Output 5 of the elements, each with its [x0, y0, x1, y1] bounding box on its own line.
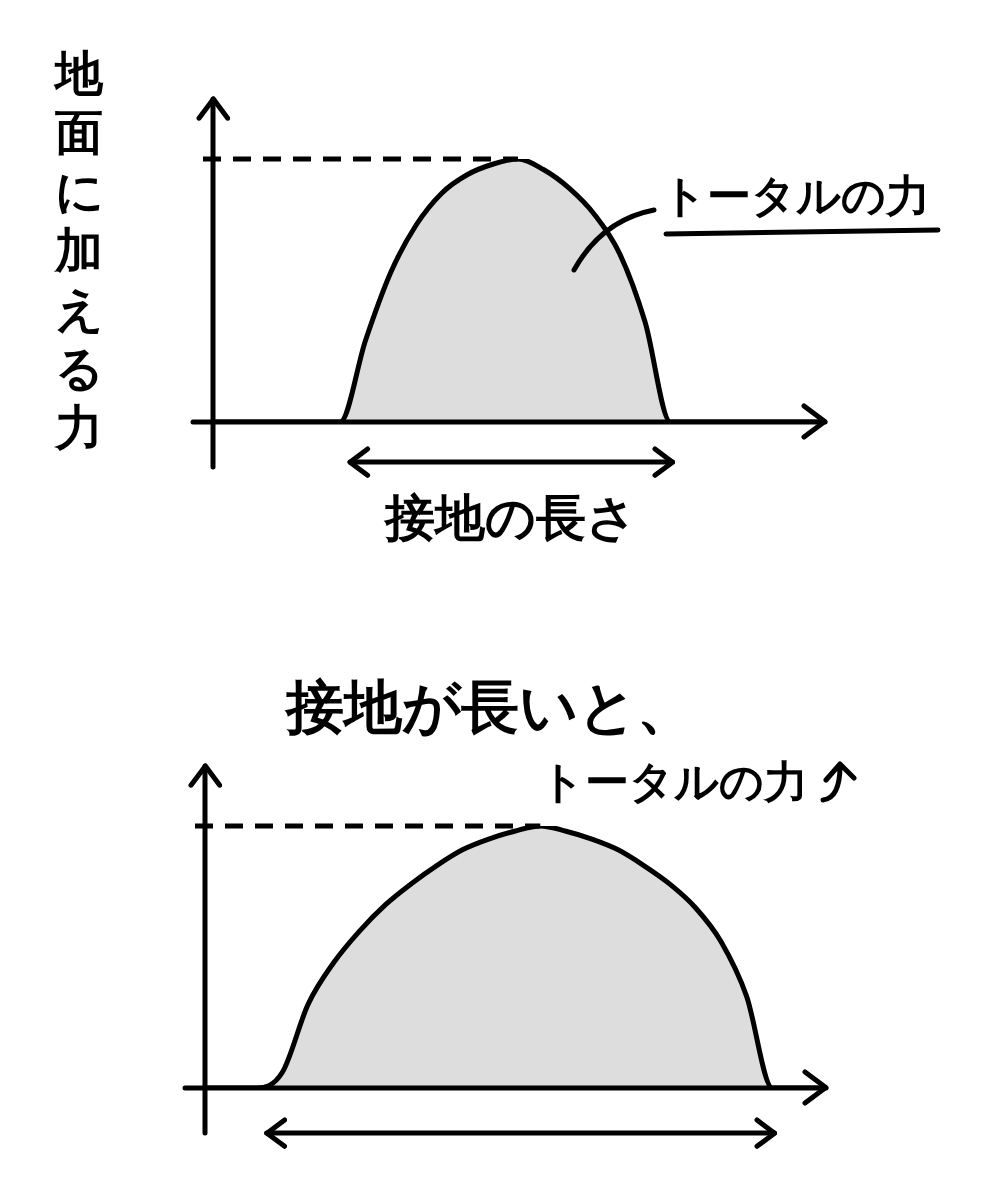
- annotation: トータルの力: [662, 170, 930, 222]
- chart-title: 接地が長いと、: [283, 673, 695, 742]
- text: トータルの力: [540, 756, 808, 808]
- x-axis-title: 接地の長さ: [383, 488, 638, 547]
- y-axis-title: 地面に加える力: [52, 44, 105, 457]
